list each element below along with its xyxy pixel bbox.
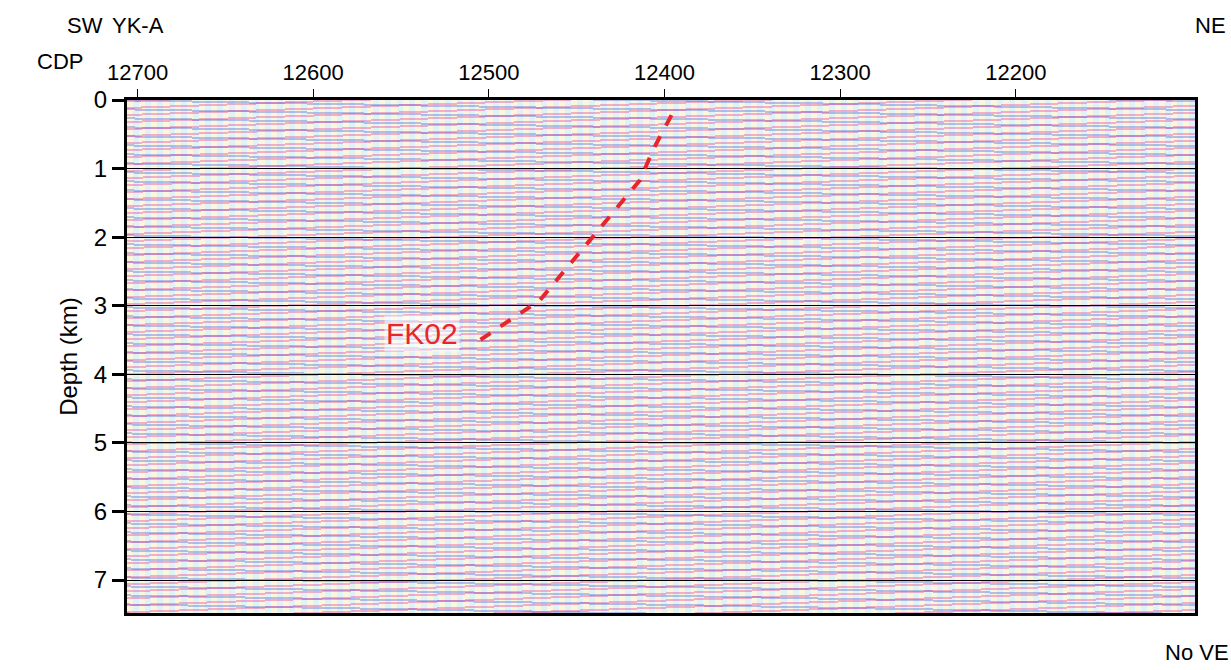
svg-text:Depth (km): Depth (km) (55, 297, 82, 416)
svg-text:3: 3 (94, 292, 107, 319)
svg-text:NE: NE (1195, 13, 1226, 38)
svg-text:1: 1 (94, 155, 107, 182)
svg-text:0: 0 (94, 86, 107, 113)
svg-text:12600: 12600 (283, 60, 344, 85)
svg-text:12400: 12400 (634, 60, 695, 85)
svg-text:12300: 12300 (810, 60, 871, 85)
svg-text:6: 6 (94, 498, 107, 525)
svg-text:12500: 12500 (458, 60, 519, 85)
svg-text:2: 2 (94, 224, 107, 251)
svg-text:FK02: FK02 (386, 317, 458, 350)
svg-text:7: 7 (94, 566, 107, 593)
svg-text:12700: 12700 (107, 60, 168, 85)
svg-text:SW: SW (67, 13, 103, 38)
svg-text:12200: 12200 (985, 60, 1046, 85)
svg-text:YK-A: YK-A (112, 13, 164, 38)
svg-text:5: 5 (94, 429, 107, 456)
svg-text:No VE: No VE (1165, 640, 1229, 665)
svg-text:4: 4 (94, 361, 107, 388)
svg-text:CDP: CDP (37, 49, 83, 74)
